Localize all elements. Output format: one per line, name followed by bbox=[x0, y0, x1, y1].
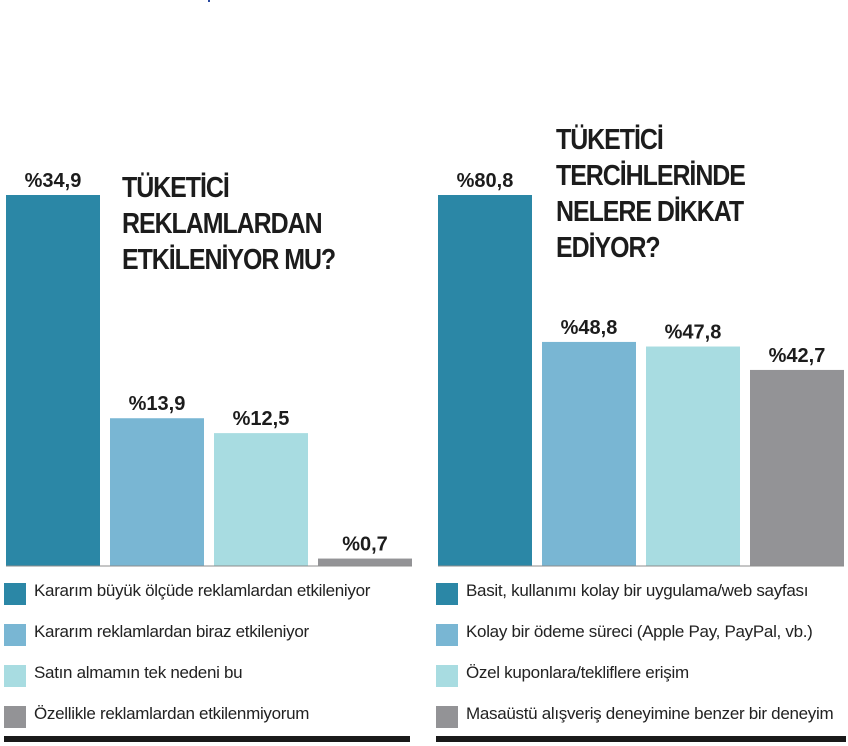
title-line: TÜKETİCİ bbox=[556, 124, 664, 156]
stray-dot bbox=[208, 0, 210, 2]
title-line: EDİYOR? bbox=[556, 232, 661, 264]
title-line: ETKİLENİYOR MU? bbox=[122, 244, 336, 276]
bar bbox=[6, 195, 100, 566]
legend-label: Masaüstü alışveriş deneyimine benzer bir… bbox=[466, 704, 834, 723]
chart-svg-advertising: %34,9 %13,9 %12,5 %0,7 bbox=[6, 170, 412, 567]
data-label: %12,5 bbox=[233, 408, 290, 430]
legend-preferences: Basit, kullanımı kolay bir uygulama/web … bbox=[436, 578, 848, 742]
data-label: %34,9 bbox=[25, 170, 82, 192]
legend-label: Özel kuponlara/tekliflere erişim bbox=[466, 663, 689, 682]
bar bbox=[750, 369, 844, 566]
legend-label: Basit, kullanımı kolay bir uygulama/web … bbox=[466, 581, 809, 600]
bar bbox=[318, 558, 412, 566]
legend-item: Kolay bir ödeme süreci (Apple Pay, PayPa… bbox=[436, 619, 848, 660]
data-label: %80,8 bbox=[457, 170, 514, 192]
data-label: %0,7 bbox=[342, 534, 388, 556]
legend-swatch bbox=[4, 665, 26, 687]
legend-item: Özellikle reklamlardan etkilenmiyorum bbox=[4, 701, 416, 742]
legend-swatch bbox=[436, 624, 458, 646]
legend-swatch bbox=[436, 583, 458, 605]
legend-swatch bbox=[4, 624, 26, 646]
bottom-rule bbox=[4, 736, 410, 742]
legend-swatch bbox=[4, 706, 26, 728]
legend-swatch bbox=[4, 583, 26, 605]
legend-item: Kararım reklamlardan biraz etkileniyor bbox=[4, 619, 416, 660]
data-label: %42,7 bbox=[769, 345, 826, 367]
data-label: %48,8 bbox=[561, 317, 618, 339]
legend-label: Kararım büyük ölçüde reklamlardan etkile… bbox=[34, 581, 371, 600]
legend-advertising: Kararım büyük ölçüde reklamlardan etkile… bbox=[4, 578, 416, 742]
bar bbox=[110, 418, 204, 566]
chart-panel-advertising: %34,9 %13,9 %12,5 %0,7 TÜKETİCİ REKLAMLARDA… bbox=[0, 0, 414, 746]
legend-label: Satın almamın tek nedeni bu bbox=[34, 663, 243, 682]
legend-swatch bbox=[436, 665, 458, 687]
legend-item: Masaüstü alışveriş deneyimine benzer bir… bbox=[436, 701, 848, 742]
legend-item: Basit, kullanımı kolay bir uygulama/web … bbox=[436, 578, 848, 619]
title-line: NELERE DİKKAT bbox=[556, 196, 744, 228]
title-line: TERCİHLERİNDE bbox=[556, 160, 746, 192]
legend-label: Kolay bir ödeme süreci (Apple Pay, PayPa… bbox=[466, 622, 813, 641]
legend-item: Kararım büyük ölçüde reklamlardan etkile… bbox=[4, 578, 416, 619]
chart-svg-preferences: %80,8 %48,8 %47,8 %42,7 bbox=[438, 170, 844, 567]
chart-title-preferences: TÜKETİCİ TERCİHLERİNDE NELERE DİKKAT EDİ… bbox=[556, 122, 746, 266]
bar bbox=[646, 346, 740, 566]
data-label: %47,8 bbox=[665, 322, 722, 344]
bar bbox=[438, 195, 532, 566]
legend-item: Özel kuponlara/tekliflere erişim bbox=[436, 660, 848, 701]
bottom-rule bbox=[436, 736, 846, 742]
legend-label: Kararım reklamlardan biraz etkileniyor bbox=[34, 622, 309, 641]
title-line: REKLAMLARDAN bbox=[122, 208, 323, 240]
data-label: %13,9 bbox=[129, 393, 186, 415]
bar bbox=[214, 433, 308, 566]
chart-panel-preferences: %80,8 %48,8 %47,8 %42,7 TÜKETİCİ TERCİHLERİ… bbox=[432, 0, 848, 746]
chart-title-advertising: TÜKETİCİ REKLAMLARDAN ETKİLENİYOR MU? bbox=[122, 170, 336, 278]
title-line: TÜKETİCİ bbox=[122, 172, 230, 204]
legend-swatch bbox=[436, 706, 458, 728]
legend-label: Özellikle reklamlardan etkilenmiyorum bbox=[34, 704, 310, 723]
legend-item: Satın almamın tek nedeni bu bbox=[4, 660, 416, 701]
bar bbox=[542, 341, 636, 566]
